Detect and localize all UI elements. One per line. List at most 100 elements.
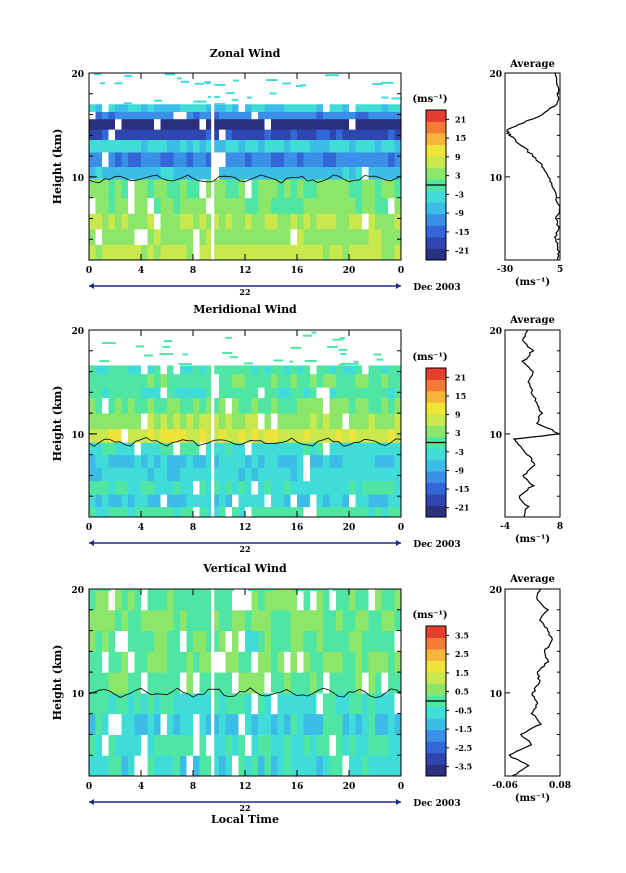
heatmap-cell <box>290 692 298 715</box>
heatmap-cell <box>160 506 168 518</box>
heatmap-cell <box>225 713 233 735</box>
heatmap-cell <box>154 589 161 611</box>
heatmap-cell <box>297 755 304 777</box>
heatmap-cell <box>323 589 330 611</box>
heatmap-cell <box>199 228 207 245</box>
heatmap-cell <box>115 442 122 456</box>
heatmap-cell <box>173 692 181 715</box>
heatmap-cell <box>147 197 155 214</box>
heatmap-cell <box>232 178 239 199</box>
heatmap-cell <box>180 166 187 180</box>
heatmap-cell <box>128 151 135 167</box>
heatmap-cell <box>310 166 317 180</box>
heatmap-cell <box>271 104 278 112</box>
heatmap-cell <box>147 589 155 611</box>
heatmap-cell <box>134 413 142 430</box>
heatmap-cell <box>173 755 181 777</box>
heatmap-cell <box>297 365 304 375</box>
heatmap-cell <box>115 454 122 468</box>
heatmap-cell <box>264 151 272 167</box>
heatmap-cell <box>290 197 298 214</box>
heatmap-cell <box>284 387 291 399</box>
heatmap-cell <box>368 151 376 167</box>
heatmap-cell <box>388 442 395 456</box>
heatmap-cell <box>329 213 337 230</box>
heatmap-cell <box>258 166 265 180</box>
heatmap-cell <box>232 373 239 388</box>
heatmap-cell <box>327 346 338 349</box>
heatmap-cell <box>232 734 239 756</box>
heatmap-cell <box>141 692 148 715</box>
heatmap-cell <box>167 118 174 130</box>
heatmap-cell <box>238 630 246 652</box>
heatmap-cell <box>310 651 317 673</box>
heatmap-cell <box>186 387 194 399</box>
heatmap-cell <box>297 609 304 632</box>
heatmap-cell <box>206 178 213 199</box>
heatmap-cell <box>388 178 395 199</box>
heatmap-cell <box>245 178 252 199</box>
heatmap-cell <box>362 442 369 456</box>
heatmap-cell <box>251 397 259 414</box>
heatmap-cell <box>160 589 168 611</box>
heatmap-cell <box>303 365 311 375</box>
heatmap-cell <box>264 197 272 214</box>
heatmap-cell <box>193 397 200 414</box>
heatmap-cell <box>141 373 148 388</box>
heatmap-cell <box>290 129 298 140</box>
heatmap-cell <box>219 365 226 375</box>
heatmap-cell <box>206 589 213 611</box>
date-label: Dec 2003 <box>413 799 460 809</box>
heatmap-cell <box>134 589 142 611</box>
heatmap-cell <box>134 428 142 443</box>
heatmap-cell <box>232 494 239 508</box>
heatmap-cell <box>381 397 389 414</box>
heatmap-cell <box>381 151 389 167</box>
heatmap-cell <box>122 589 134 591</box>
heatmap-cell <box>193 692 200 715</box>
heatmap-cell <box>154 213 161 230</box>
heatmap-cell <box>167 692 174 715</box>
heatmap-cell <box>147 387 155 399</box>
heatmap-cell <box>121 494 129 508</box>
heatmap-cell <box>212 365 220 375</box>
heatmap-2 <box>89 589 402 777</box>
heatmap-cell <box>147 428 155 443</box>
heatmap-cell <box>186 494 194 508</box>
heatmap-cell <box>160 139 168 153</box>
heatmap-cell <box>362 166 369 180</box>
heatmap-cell <box>95 166 103 180</box>
heatmap-cell <box>212 118 220 130</box>
heatmap-cell <box>323 178 330 199</box>
heatmap-cell <box>225 672 233 694</box>
heatmap-cell <box>284 609 291 632</box>
heatmap-cell <box>258 467 265 482</box>
panel-title: Meridional Wind <box>193 303 297 316</box>
heatmap-cell <box>225 480 233 495</box>
heatmap-cell <box>349 713 356 735</box>
heatmap-cell <box>264 244 272 261</box>
heatmap-cell <box>297 651 304 673</box>
heatmap-cell <box>375 104 382 112</box>
heatmap-cell <box>323 111 330 120</box>
heatmap-cell <box>219 428 226 443</box>
heatmap-cell <box>95 244 103 261</box>
heatmap-cell <box>193 467 200 482</box>
heatmap-cell <box>277 672 285 694</box>
heatmap-cell <box>336 166 343 180</box>
avg-x-tick-label: 5 <box>557 265 563 275</box>
heatmap-cell <box>362 178 369 199</box>
heatmap-cell <box>329 589 337 611</box>
heatmap-cell <box>388 672 395 694</box>
heatmap-cell <box>329 630 337 652</box>
heatmap-cell <box>388 397 395 414</box>
heatmap-cell <box>180 151 187 167</box>
heatmap-cell <box>212 442 220 456</box>
heatmap-cell <box>251 387 259 399</box>
heatmap-cell <box>173 428 181 443</box>
heatmap-cell <box>180 506 187 518</box>
heatmap-cell <box>394 467 402 482</box>
heatmap-cell <box>154 494 161 508</box>
heatmap-cell <box>381 139 389 153</box>
heatmap-cell <box>264 672 272 694</box>
